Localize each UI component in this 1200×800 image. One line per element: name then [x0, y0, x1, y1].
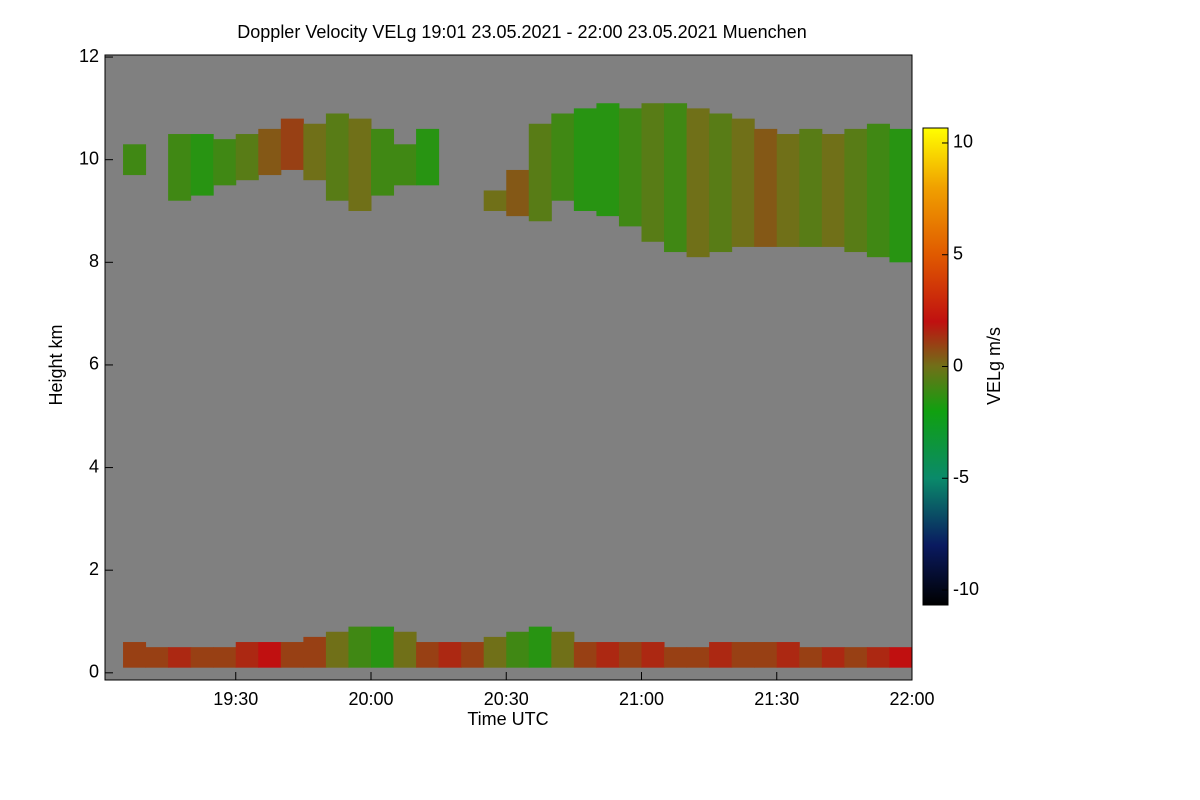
velocity-cell — [213, 139, 237, 186]
velocity-cell — [168, 647, 192, 668]
y-tick-label: 10 — [79, 148, 99, 168]
velocity-cell — [506, 631, 530, 668]
velocity-cell — [438, 642, 462, 668]
velocity-cell — [483, 636, 507, 668]
velocity-cell — [483, 190, 507, 211]
velocity-cell — [280, 118, 304, 170]
velocity-cell — [573, 108, 597, 211]
velocity-cell — [821, 647, 845, 668]
velocity-cell — [709, 113, 733, 253]
velocity-cell — [686, 108, 710, 258]
velocity-cell — [190, 134, 214, 196]
velocity-cell — [551, 631, 575, 668]
velocity-cell — [664, 103, 688, 253]
colorbar-tick-label: 10 — [953, 132, 973, 152]
velocity-cell — [528, 123, 552, 222]
x-tick-label: 22:00 — [889, 689, 934, 709]
velocity-cell — [844, 128, 868, 253]
velocity-cell — [370, 128, 395, 196]
velocity-cell — [776, 642, 800, 668]
x-tick-label: 21:30 — [754, 689, 799, 709]
velocity-cell — [348, 626, 372, 668]
y-tick-label: 8 — [89, 251, 99, 271]
velocity-cell — [190, 647, 214, 668]
velocity-cell — [393, 631, 417, 668]
x-tick-label: 19:30 — [213, 689, 258, 709]
velocity-cell — [731, 118, 755, 247]
y-tick-label: 12 — [79, 46, 99, 66]
colorbar-tick-label: 5 — [953, 243, 963, 263]
velocity-cell — [348, 118, 372, 211]
x-axis-label: Time UTC — [467, 709, 548, 729]
velocity-cell — [168, 134, 192, 201]
velocity-cell — [866, 123, 890, 258]
velocity-cell — [776, 134, 800, 247]
velocity-cell — [235, 134, 259, 181]
x-tick-label: 20:30 — [484, 689, 529, 709]
velocity-cell — [754, 128, 778, 247]
colorbar-tick-label: -10 — [953, 579, 979, 599]
velocity-cell — [889, 128, 913, 263]
velocity-cell — [799, 647, 823, 668]
velocity-cell — [506, 169, 530, 217]
velocity-cell — [235, 642, 259, 668]
velocity-cell — [799, 128, 823, 247]
velocity-cell — [844, 647, 868, 668]
velocity-cell — [551, 113, 575, 201]
velocity-cell — [641, 642, 665, 668]
velocity-cell — [123, 642, 147, 668]
velocity-cell — [709, 642, 733, 668]
x-tick-label: 21:00 — [619, 689, 664, 709]
velocity-cell — [213, 647, 237, 668]
velocity-cell — [145, 647, 169, 668]
velocity-cell — [821, 134, 845, 247]
velocity-cell — [461, 642, 485, 668]
velocity-cell — [889, 647, 913, 668]
velocity-cell — [528, 626, 552, 668]
x-tick-label: 20:00 — [348, 689, 393, 709]
velocity-cell — [416, 642, 440, 668]
y-tick-label: 4 — [89, 456, 99, 476]
velocity-cell — [664, 647, 688, 668]
velocity-cell — [280, 642, 304, 668]
colorbar-tick-label: -5 — [953, 467, 969, 487]
plot-frame — [104, 54, 913, 681]
velocity-cell — [416, 128, 440, 186]
y-tick-label: 6 — [89, 354, 99, 374]
colorbar-tick-label: 0 — [953, 355, 963, 375]
velocity-cell — [686, 647, 710, 668]
velocity-cell — [596, 642, 620, 668]
velocity-cell — [325, 631, 349, 668]
y-axis-label: Height km — [46, 324, 66, 405]
velocity-cell — [303, 123, 327, 181]
velocity-cell — [573, 642, 597, 668]
chart-title: Doppler Velocity VELg 19:01 23.05.2021 -… — [237, 22, 806, 42]
velocity-cell — [731, 642, 755, 668]
y-tick-label: 2 — [89, 559, 99, 579]
velocity-cell — [123, 144, 147, 176]
velocity-cell — [325, 113, 349, 201]
velocity-cell — [258, 642, 282, 668]
velocity-cell — [393, 144, 417, 186]
y-tick-label: 0 — [89, 662, 99, 682]
velocity-cell — [618, 642, 642, 668]
velocity-cell — [866, 647, 890, 668]
colorbar-label: VELg m/s — [984, 327, 1004, 405]
velocity-cell — [303, 636, 327, 668]
velocity-cell — [370, 626, 395, 668]
velocity-cell — [596, 103, 620, 217]
velocity-cell — [754, 642, 778, 668]
velocity-cell — [258, 128, 282, 176]
velocity-cell — [641, 103, 665, 242]
velocity-cell — [618, 108, 642, 227]
